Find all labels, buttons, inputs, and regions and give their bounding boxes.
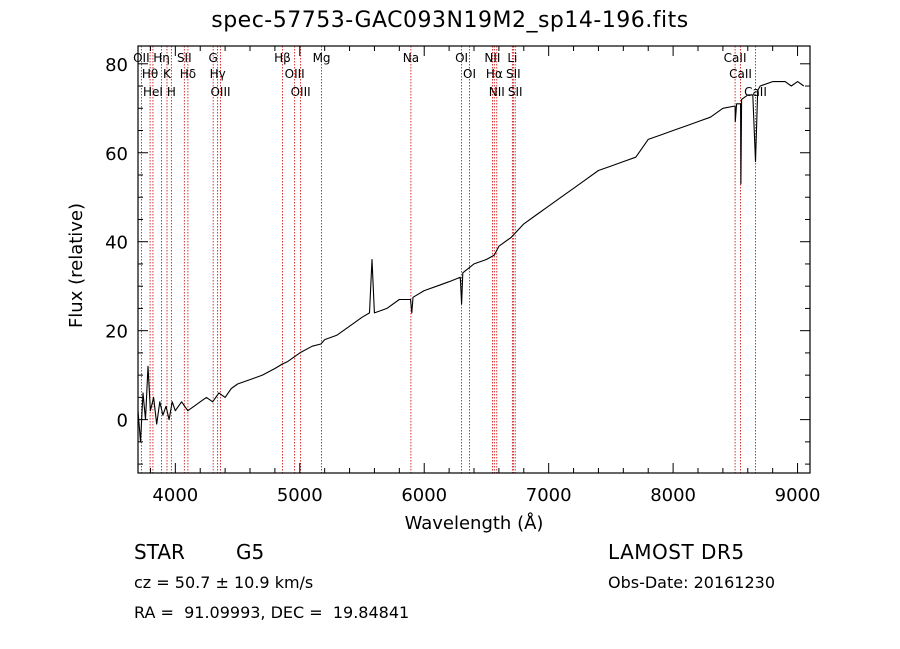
line-label: Hη <box>153 51 170 65</box>
line-label: Hθ <box>142 67 158 81</box>
line-label: OIII <box>210 85 230 99</box>
x-axis-label: Wavelength (Å) <box>405 512 544 534</box>
line-label: SII <box>508 85 523 99</box>
x-tick-label: 7000 <box>526 485 572 506</box>
line-label: Mg <box>313 51 331 65</box>
line-label: Hδ <box>180 67 196 81</box>
y-tick-label: 20 <box>105 322 128 343</box>
line-label: K <box>163 67 172 81</box>
line-label: CaII <box>744 85 767 99</box>
survey-label: LAMOST DR5 <box>608 540 745 564</box>
line-label: NII <box>489 85 505 99</box>
line-label: OIII <box>285 67 305 81</box>
line-label: Hα <box>486 67 503 81</box>
line-label: Na <box>403 51 419 65</box>
line-label: Li <box>507 51 517 65</box>
y-axis-label: Flux (relative) <box>66 203 87 328</box>
plot-frame <box>137 45 811 474</box>
line-label: OII <box>133 51 150 65</box>
chart-title: spec-57753-GAC093N19M2_sp14-196.fits <box>211 8 689 33</box>
line-label: CaII <box>724 51 747 65</box>
y-tick-label: 0 <box>117 411 128 432</box>
line-label: OI <box>463 67 476 81</box>
line-label: G <box>209 51 218 65</box>
object-class: STAR <box>134 540 185 564</box>
line-label: H <box>167 85 176 99</box>
x-tick-label: 6000 <box>401 485 447 506</box>
x-tick-label: 9000 <box>775 485 821 506</box>
line-label: CaII <box>729 67 752 81</box>
object-subclass: G5 <box>236 540 265 564</box>
redshift-velocity: cz = 50.7 ± 10.9 km/s <box>134 573 314 592</box>
line-label: OI <box>455 51 468 65</box>
line-label: SII <box>506 67 521 81</box>
spectrum-line <box>137 81 805 443</box>
line-label: SII <box>177 51 192 65</box>
line-label: NII <box>484 51 500 65</box>
line-label: OIII <box>291 85 311 99</box>
observation-date: Obs-Date: 20161230 <box>608 573 776 592</box>
y-tick-label: 40 <box>105 233 128 254</box>
line-label: Hβ <box>274 51 291 65</box>
x-tick-label: 4000 <box>152 485 198 506</box>
ra-dec-coordinates: RA = 91.09993, DEC = 19.84841 <box>134 603 410 622</box>
line-label: Hγ <box>210 67 226 81</box>
y-tick-label: 80 <box>105 55 128 76</box>
x-tick-label: 5000 <box>277 485 323 506</box>
x-tick-label: 8000 <box>650 485 696 506</box>
line-label: HeI <box>143 85 163 99</box>
y-tick-label: 60 <box>105 144 128 165</box>
